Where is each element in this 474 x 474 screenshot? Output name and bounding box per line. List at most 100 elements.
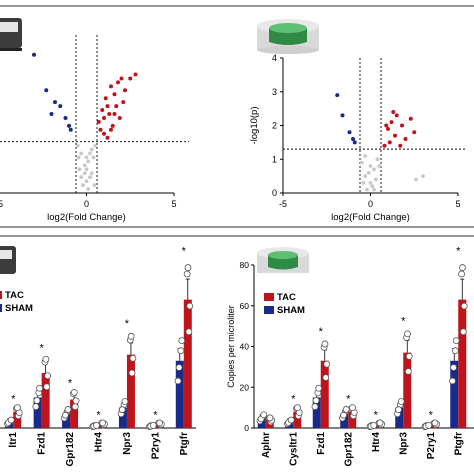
replicate-dot [44, 372, 52, 380]
replicate-dot [177, 347, 185, 355]
significance-marker: * [182, 246, 187, 258]
y-tick-label: 40 [240, 342, 250, 352]
replicate-dot [370, 421, 378, 429]
bar-tac [126, 354, 135, 428]
replicate-dot [33, 397, 41, 404]
legend-label: TAC [5, 290, 24, 301]
point-nonsignificant [92, 183, 97, 188]
replicate-dot [118, 406, 126, 414]
point-upregulated [116, 80, 120, 85]
point-upregulated [400, 123, 404, 128]
x-axis-label: log2(Fold Change) [47, 212, 126, 223]
point-upregulated [102, 115, 106, 120]
category-label: Cysltr1 [288, 432, 299, 466]
device-icon [0, 18, 22, 51]
point-nonsignificant [372, 187, 376, 192]
category-label: Fzd1 [316, 432, 327, 455]
bar-sham [312, 397, 321, 428]
category-label: P2ry1 [150, 432, 161, 460]
significance-marker: * [456, 246, 461, 258]
replicate-dot [460, 302, 468, 310]
replicate-dot [311, 403, 319, 411]
replicate-dot [405, 352, 413, 360]
replicate-dot [149, 421, 157, 429]
replicate-dot [459, 264, 466, 271]
replicate-dot [340, 411, 347, 419]
point-upregulated [112, 112, 117, 116]
category-label: Gpr182 [343, 432, 354, 467]
point-downregulated [335, 93, 340, 98]
replicate-dot [14, 404, 21, 412]
replicate-dot [64, 406, 72, 413]
point-upregulated [96, 119, 101, 124]
x-tick-label: -5 [279, 199, 287, 209]
replicate-dot [32, 403, 40, 411]
point-nonsignificant [89, 171, 94, 176]
significance-marker: * [153, 410, 158, 422]
point-nonsignificant [377, 164, 382, 168]
replicate-dot [260, 411, 268, 419]
point-nonsignificant [86, 187, 91, 191]
replicate-dot [129, 354, 137, 362]
replicate-dot [36, 384, 44, 392]
bar-tac [320, 360, 329, 428]
replicate-dot [312, 397, 320, 404]
y-tick-label: 4 [272, 53, 277, 63]
bar-sham [450, 360, 459, 428]
point-upregulated [109, 127, 113, 132]
point-nonsignificant [361, 180, 366, 185]
replicate-dot [99, 419, 107, 427]
category-label: Gpr182 [65, 432, 76, 467]
significance-marker: * [125, 318, 130, 330]
point-downregulated [352, 140, 357, 145]
replicate-dot [376, 419, 384, 427]
category-label: Ptgfr [453, 432, 464, 455]
point-nonsignificant [82, 163, 87, 168]
replicate-dot [178, 337, 186, 344]
point-nonsignificant [375, 157, 380, 162]
point-upregulated [102, 131, 106, 136]
point-upregulated [107, 112, 112, 116]
point-nonsignificant [373, 177, 378, 182]
point-upregulated [389, 120, 394, 125]
replicate-dot [287, 416, 295, 424]
replicate-dot [451, 347, 459, 355]
replicate-dot [183, 270, 191, 278]
point-nonsignificant [370, 184, 375, 189]
replicate-dot [62, 411, 69, 419]
significance-marker: * [96, 410, 101, 422]
point-downregulated [67, 123, 71, 128]
x-axis-label: log2(Fold Change) [331, 212, 410, 223]
point-nonsignificant [89, 147, 94, 152]
dish-icon [257, 19, 319, 54]
bar-sham [33, 397, 42, 428]
point-nonsignificant [88, 151, 92, 156]
legend-swatch [264, 306, 274, 314]
point-downregulated [63, 115, 68, 120]
bar-tac [348, 411, 357, 428]
bar-tac [70, 399, 79, 428]
bar-sham [395, 407, 404, 428]
replicate-dot [70, 388, 78, 396]
point-upregulated [384, 123, 389, 128]
point-upregulated [117, 115, 122, 120]
x-tick-label: -5 [0, 199, 3, 209]
point-nonsignificant [363, 174, 368, 179]
point-upregulated [98, 127, 103, 132]
significance-marker: * [401, 315, 406, 327]
replicate-dot [315, 384, 323, 392]
point-upregulated [382, 143, 387, 148]
point-upregulated [114, 104, 119, 109]
point-upregulated [391, 110, 396, 114]
point-upregulated [109, 84, 113, 89]
replicate-dot [349, 404, 356, 412]
replicate-dot [93, 421, 100, 429]
point-downregulated [49, 112, 54, 116]
point-nonsignificant [421, 174, 425, 179]
replicate-dot [128, 369, 136, 377]
y-axis-label: -log10(p) [249, 106, 260, 144]
point-downregulated [340, 113, 345, 118]
point-upregulated [394, 113, 399, 118]
